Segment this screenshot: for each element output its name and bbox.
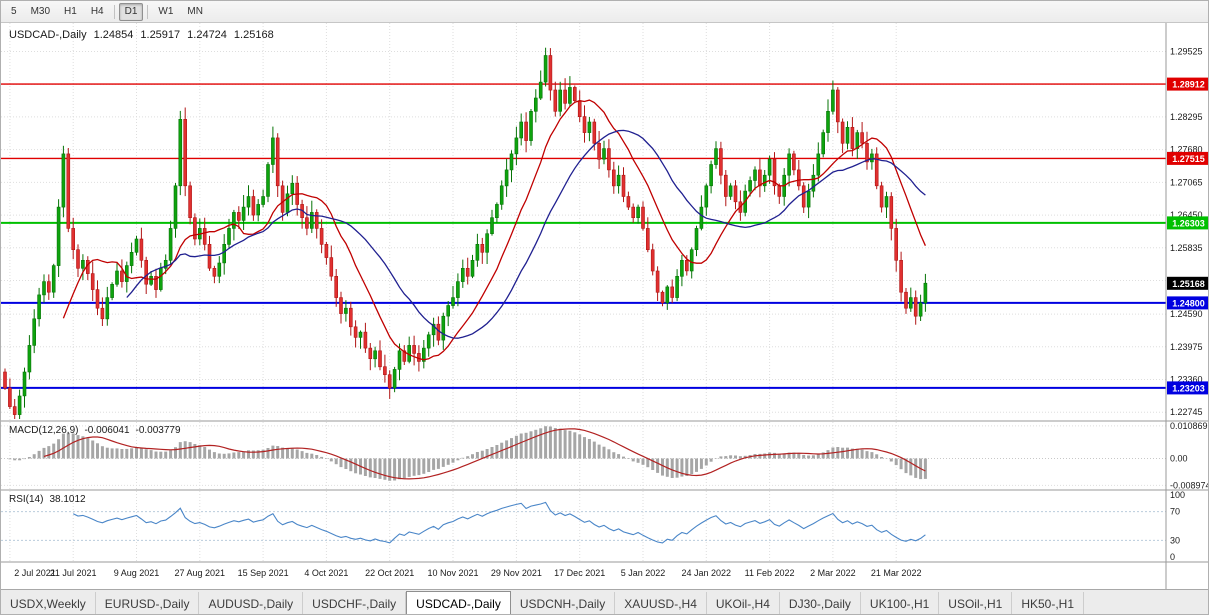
price-axis: 1.29525 1.28295 1.27680 1.27065 1.26450 1.258… bbox=[1170, 47, 1209, 563]
price-tick-label: 1.22745 bbox=[1170, 407, 1203, 417]
date-tick-label: 24 Jan 2022 bbox=[682, 568, 732, 578]
rsi-pane bbox=[1, 501, 1166, 544]
date-tick-label: 21 Jul 2021 bbox=[50, 568, 97, 578]
tab-usdx-weekly[interactable]: USDX,Weekly bbox=[1, 592, 96, 614]
tab-dj30-daily[interactable]: DJ30-,Daily bbox=[780, 592, 861, 614]
date-tick-label: 9 Aug 2021 bbox=[114, 568, 160, 578]
macd-label: MACD(12,26,9) -0.006041 -0.003779 bbox=[9, 425, 181, 436]
price-badge-label: 1.25168 bbox=[1172, 279, 1205, 289]
price-tick-label: 1.27680 bbox=[1170, 145, 1203, 155]
price-tick-label: 1.29525 bbox=[1170, 47, 1203, 57]
macd-axis-label: 0.00 bbox=[1170, 454, 1188, 464]
tab-usdcnh-daily[interactable]: USDCNH-,Daily bbox=[511, 592, 616, 614]
toolbar-separator bbox=[113, 4, 115, 19]
price-badge-label: 1.24800 bbox=[1172, 298, 1205, 308]
chart-canvas[interactable]: 1.29525 1.28295 1.27680 1.27065 1.26450 1.258… bbox=[1, 23, 1209, 589]
date-tick-label: 21 Mar 2022 bbox=[871, 568, 922, 578]
timeframe-button-h4[interactable]: H4 bbox=[90, 5, 104, 17]
timeframe-button-d1[interactable]: D1 bbox=[118, 2, 144, 21]
rsi-label: RSI(14) 38.1012 bbox=[9, 494, 86, 505]
rsi-axis-label: 0 bbox=[1170, 552, 1175, 562]
macd-axis-label: -0.008974 bbox=[1170, 480, 1209, 490]
price-badge-label: 1.23203 bbox=[1172, 383, 1205, 393]
price-tick-label: 1.23360 bbox=[1170, 375, 1203, 385]
date-tick-label: 29 Nov 2021 bbox=[491, 568, 542, 578]
tab-hk50-h1[interactable]: HK50-,H1 bbox=[1012, 592, 1084, 614]
toolbar-separator bbox=[147, 4, 149, 19]
tab-usdcad-daily[interactable]: USDCAD-,Daily bbox=[406, 591, 511, 614]
price-tick-label: 1.28295 bbox=[1170, 112, 1203, 122]
timeframe-button-m30[interactable]: M30 bbox=[30, 5, 51, 17]
date-tick-label: 27 Aug 2021 bbox=[175, 568, 226, 578]
date-tick-label: 22 Oct 2021 bbox=[365, 568, 414, 578]
price-tick-label: 1.25835 bbox=[1170, 243, 1203, 253]
macd-signal-line bbox=[43, 428, 926, 480]
date-tick-label: 17 Dec 2021 bbox=[554, 568, 605, 578]
price-tick-label: 1.27065 bbox=[1170, 177, 1203, 187]
date-tick-label: 2 Mar 2022 bbox=[810, 568, 856, 578]
price-tick-label: 1.24590 bbox=[1170, 309, 1203, 319]
rsi-axis-label: 70 bbox=[1170, 507, 1180, 517]
tab-uk100-h1[interactable]: UK100-,H1 bbox=[861, 592, 940, 614]
date-tick-label: 5 Jan 2022 bbox=[621, 568, 666, 578]
date-tick-label: 4 Oct 2021 bbox=[304, 568, 348, 578]
price-badge-label: 1.28912 bbox=[1172, 80, 1205, 90]
price-tick-label: 1.23975 bbox=[1170, 342, 1203, 352]
timeframe-button-h1[interactable]: H1 bbox=[64, 5, 77, 17]
timeframe-toolbar: 5 M30 H1 H4 D1 W1 MN bbox=[1, 1, 1208, 23]
tab-audusd-daily[interactable]: AUDUSD-,Daily bbox=[199, 592, 304, 614]
date-tick-label: 2 Jul 2021 bbox=[14, 568, 56, 578]
tab-usdchf-daily[interactable]: USDCHF-,Daily bbox=[303, 592, 407, 614]
pane-separators[interactable] bbox=[1, 23, 1209, 589]
price-tick-label: 1.26450 bbox=[1170, 210, 1203, 220]
tab-eurusd-daily[interactable]: EURUSD-,Daily bbox=[96, 592, 200, 614]
chart-title: USDCAD-,Daily 1.24854 1.25917 1.24724 1.2516… bbox=[9, 29, 274, 41]
rsi-axis-label: 100 bbox=[1170, 490, 1185, 500]
chart-tab-bar: USDX,Weekly EURUSD-,Daily AUDUSD-,Daily USD… bbox=[1, 589, 1208, 614]
moving-average-26 bbox=[126, 129, 926, 339]
rsi-axis-label: 30 bbox=[1170, 535, 1180, 545]
macd-axis-label: 0.010869 bbox=[1170, 421, 1208, 431]
date-tick-label: 10 Nov 2021 bbox=[427, 568, 478, 578]
date-tick-label: 15 Sep 2021 bbox=[238, 568, 289, 578]
timeframe-button-mn[interactable]: MN bbox=[187, 5, 203, 17]
moving-average-13 bbox=[62, 99, 926, 361]
price-badges: 1.28912 1.27515 1.26303 1.24800 1.23203 1.251… bbox=[1167, 77, 1208, 395]
timeframe-button-w1[interactable]: W1 bbox=[158, 5, 174, 17]
tab-usoil-h1[interactable]: USOil-,H1 bbox=[939, 592, 1013, 614]
price-badge-label: 1.26303 bbox=[1172, 218, 1205, 228]
macd-pane bbox=[1, 425, 1166, 486]
price-badge-label: 1.27515 bbox=[1172, 154, 1205, 164]
candlestick-series bbox=[3, 47, 928, 419]
date-tick-label: 11 Feb 2022 bbox=[745, 568, 795, 578]
timeframe-button-5[interactable]: 5 bbox=[11, 5, 17, 17]
chart-area[interactable]: 1.29525 1.28295 1.27680 1.27065 1.26450 1.258… bbox=[1, 23, 1209, 589]
tab-ukoil-h4[interactable]: UKOil-,H4 bbox=[707, 592, 780, 614]
rsi-line bbox=[72, 501, 926, 544]
tab-xauusd-h4[interactable]: XAUUSD-,H4 bbox=[615, 592, 707, 614]
